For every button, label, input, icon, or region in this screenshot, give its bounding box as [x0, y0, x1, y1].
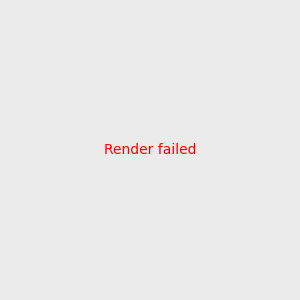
- Text: Render failed: Render failed: [104, 143, 196, 157]
